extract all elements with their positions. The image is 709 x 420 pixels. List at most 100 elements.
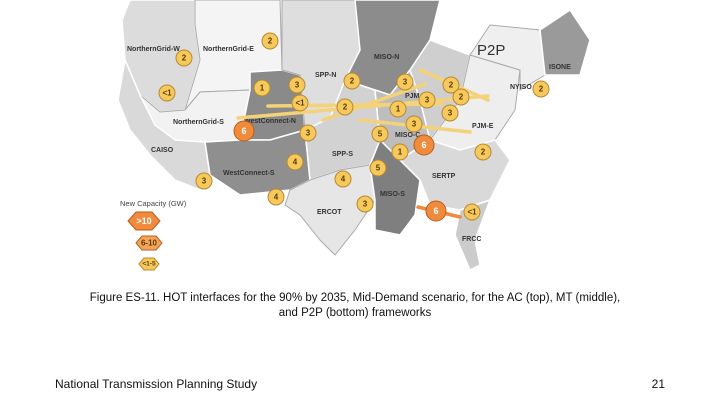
capacity-badge: 5 — [369, 159, 387, 177]
badge-value: 3 — [306, 129, 311, 138]
badge-value: 1 — [398, 148, 403, 157]
capacity-badge: 4 — [334, 170, 352, 188]
capacity-badge: 3 — [441, 104, 459, 122]
capacity-badge: 4 — [267, 188, 285, 206]
region-label: ERCOT — [317, 209, 342, 216]
badge-value: 2 — [481, 148, 486, 157]
caption-line: Figure ES-11. HOT interfaces for the 90%… — [89, 292, 621, 304]
region-label: FRCC — [462, 236, 481, 243]
capacity-badge: 2 — [532, 80, 550, 98]
capacity-badge: 3 — [418, 91, 436, 109]
capacity-badge: 2 — [261, 32, 279, 50]
badge-value: 2 — [343, 103, 348, 112]
transmission-map: NorthernGrid-W NorthernGrid-E NorthernGr… — [117, 0, 591, 272]
badge-value: 2 — [449, 81, 454, 90]
badge-value: 2 — [350, 77, 355, 86]
capacity-badge: 2 — [442, 76, 460, 94]
panel-title: P2P — [477, 42, 505, 59]
region-label: MISO-S — [380, 191, 405, 198]
capacity-badge: 1 — [389, 100, 407, 118]
region-label: NYISO — [510, 84, 532, 91]
region-label: MISO-N — [374, 54, 399, 61]
region-label: NorthernGrid-S — [173, 119, 224, 126]
capacity-badge: 2 — [343, 72, 361, 90]
capacity-badge: 2 — [452, 88, 470, 106]
badge-value: 2 — [268, 37, 273, 46]
region-label: CAISO — [151, 147, 174, 154]
badge-value: 2 — [539, 85, 544, 94]
footer-title: National Transmission Planning Study — [55, 377, 258, 391]
badge-value: <1 — [162, 89, 172, 98]
figure-caption: Figure ES-11. HOT interfaces for the 90%… — [40, 291, 670, 321]
region-shapes — [117, 0, 591, 272]
capacity-badge: 5 — [371, 125, 389, 143]
arrow-line — [321, 82, 427, 122]
badge-value: 5 — [376, 164, 381, 173]
badge-value: 1 — [260, 84, 265, 93]
capacity-badge: 3 — [288, 76, 306, 94]
region-label: NorthernGrid-W — [127, 46, 180, 53]
legend-label: 6-10 — [141, 239, 158, 248]
badge-value: 3 — [403, 78, 408, 87]
capacity-badge: 4 — [286, 153, 304, 171]
region-isone — [539, 8, 591, 76]
region-label: PJM-E — [472, 123, 494, 130]
capacity-badge: 2 — [474, 143, 492, 161]
region-label: WestConnect-N — [244, 118, 296, 125]
legend-item: <1-5 — [138, 257, 160, 271]
badge-value: 5 — [378, 130, 383, 139]
capacity-badge: <1 — [463, 203, 481, 221]
badge-value: 6 — [421, 140, 426, 150]
badge-value: 4 — [341, 175, 346, 184]
region-ercot — [284, 164, 376, 256]
capacity-badge: 2 — [175, 49, 193, 67]
region-label: WestConnect-S — [223, 170, 275, 177]
region-labels: NorthernGrid-W NorthernGrid-E NorthernGr… — [127, 46, 571, 243]
badge-value: 3 — [448, 109, 453, 118]
capacity-badge: <1 — [291, 94, 309, 112]
badge-value: 3 — [412, 120, 417, 129]
region-label: SPP-S — [332, 151, 353, 158]
legend-item: 6-10 — [135, 235, 163, 251]
badge-value: 1 — [396, 105, 401, 114]
badge-value: 6 — [433, 206, 438, 216]
badge-value: 2 — [182, 54, 187, 63]
legend: New Capacity (GW) >10 6-10 <1-5 — [120, 199, 187, 271]
capacity-badge: 1 — [391, 143, 409, 161]
caption-line: and P2P (bottom) frameworks — [278, 307, 432, 319]
badge-value: 3 — [295, 81, 300, 90]
capacity-badge: 3 — [299, 124, 317, 142]
badge-value: 2 — [459, 93, 464, 102]
capacity-badge-large: 6 — [425, 200, 447, 222]
capacity-badge-large: 6 — [413, 134, 435, 156]
capacity-badge: 2 — [336, 98, 354, 116]
capacity-badge: 3 — [195, 172, 213, 190]
capacity-badge: 3 — [396, 73, 414, 91]
badge-value: 3 — [425, 96, 430, 105]
legend-label: <1-5 — [142, 261, 156, 268]
badge-value: <1 — [295, 99, 305, 108]
legend-label: >10 — [136, 216, 151, 226]
capacity-badge: 3 — [356, 195, 374, 213]
region-frcc — [454, 198, 492, 272]
region-label: ISONE — [549, 64, 571, 71]
capacity-badge-large: 6 — [233, 120, 255, 142]
badge-value: 3 — [202, 177, 207, 186]
capacity-badge: <1 — [158, 84, 176, 102]
region-label: PJM-W — [405, 93, 429, 100]
capacity-badge: 3 — [405, 115, 423, 133]
capacity-badge: 1 — [253, 79, 271, 97]
badge-value: <1 — [467, 208, 477, 217]
badge-value: 3 — [363, 200, 368, 209]
page-number: 21 — [651, 377, 665, 391]
region-label: NorthernGrid-E — [203, 46, 254, 53]
badge-value: 6 — [241, 126, 246, 136]
region-label: MISO-C — [395, 132, 420, 139]
capacity-badges: 2 2 1 3 <1 2 2 3 3 2 1 3 2 <1 2 6 3 3 5 … — [158, 32, 550, 222]
legend-title: New Capacity (GW) — [120, 199, 187, 208]
legend-item: >10 — [127, 211, 161, 231]
badge-value: 4 — [293, 158, 298, 167]
region-label: SERTP — [432, 173, 456, 180]
region-label: SPP-N — [315, 72, 336, 79]
badge-value: 4 — [274, 193, 279, 202]
